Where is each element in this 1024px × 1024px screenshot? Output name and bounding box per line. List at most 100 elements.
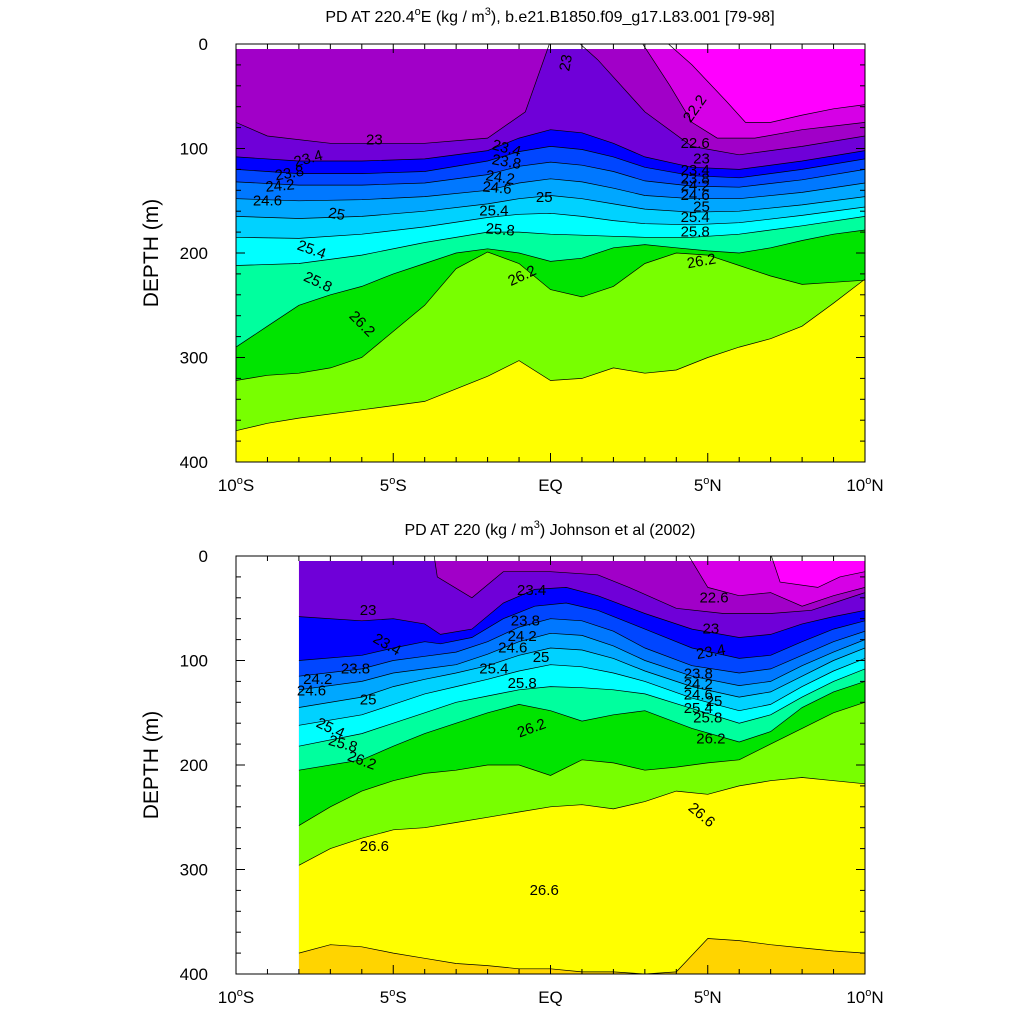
isopycnal-line bbox=[688, 556, 865, 607]
isopycnal-line bbox=[236, 251, 865, 381]
density-band bbox=[298, 777, 865, 974]
contour-label: 23.8 bbox=[491, 151, 523, 173]
axis-ticks: 0 100 200 300 400 10oS 5oS EQ 5oN 10oN bbox=[180, 35, 884, 495]
isopycnal-line bbox=[298, 668, 865, 747]
contour-label: 26.2 bbox=[696, 730, 725, 747]
isopycnal-lines bbox=[236, 44, 865, 432]
no-data-region bbox=[236, 556, 299, 974]
panel-title: PD AT 220.4oE (kg / m3), b.e21.B1850.f09… bbox=[325, 6, 774, 26]
y-tick-label: 0 bbox=[199, 35, 208, 54]
contour-label: 23 bbox=[693, 150, 710, 167]
contour-label: 22.6 bbox=[681, 135, 710, 152]
contour-label: 24.6 bbox=[253, 192, 282, 209]
contour-label: 25.4 bbox=[681, 209, 710, 226]
isopycnal-line bbox=[236, 178, 865, 202]
y-tick-label: 200 bbox=[180, 756, 208, 775]
isopycnal-line bbox=[236, 146, 865, 179]
contour-label: 24.2 bbox=[485, 167, 516, 188]
panel-model: PD AT 220.4oE (kg / m3), b.e21.B1850.f09… bbox=[140, 6, 884, 495]
contour-label: 23.8 bbox=[681, 170, 710, 187]
isopycnal-line bbox=[298, 618, 865, 677]
contour-label: 24.6 bbox=[681, 187, 710, 204]
panel-title: PD AT 220 (kg / m3) Johnson et al (2002) bbox=[404, 519, 695, 539]
y-axis-title: DEPTH (m) bbox=[140, 711, 163, 820]
isopycnal-line bbox=[236, 195, 865, 219]
contour-label: 24.2 bbox=[265, 176, 296, 195]
contour-label: 24.6 bbox=[498, 639, 527, 656]
isopycnal-line bbox=[298, 647, 865, 708]
contour-label: 23.4 bbox=[292, 147, 325, 171]
y-tick-label: 400 bbox=[180, 965, 208, 984]
y-tick-label: 300 bbox=[180, 349, 208, 368]
contour-label: 25.8 bbox=[327, 732, 360, 756]
contour-label: 23 bbox=[703, 621, 720, 638]
contour-label: 24.6 bbox=[684, 686, 713, 703]
isopycnal-line bbox=[642, 44, 865, 139]
x-tick-label: EQ bbox=[538, 476, 563, 495]
isopycnal-line bbox=[236, 229, 865, 348]
isopycnal-line bbox=[236, 206, 865, 239]
contour-label: 25.4 bbox=[684, 700, 713, 717]
isopycnal-line bbox=[236, 278, 865, 432]
contour-label: 24.6 bbox=[482, 178, 513, 197]
isopycnal-line bbox=[771, 556, 865, 588]
contour-label: 25.4 bbox=[479, 660, 508, 677]
isopycnal-lines bbox=[298, 556, 865, 974]
contour-label: 25 bbox=[360, 692, 377, 709]
contour-label: 24.6 bbox=[297, 682, 326, 699]
isopycnal-line bbox=[298, 587, 865, 638]
x-tick-label: EQ bbox=[538, 988, 563, 1007]
contour-label: 24.2 bbox=[684, 676, 713, 693]
contour-label: 24.2 bbox=[508, 628, 537, 645]
contour-label: 23 bbox=[360, 602, 377, 619]
contour-label: 25 bbox=[327, 205, 346, 225]
contour-label: 25.8 bbox=[681, 224, 710, 241]
contour-label: 24.2 bbox=[681, 178, 710, 195]
contour-label: 25 bbox=[536, 189, 553, 206]
contour-label: 23.8 bbox=[511, 612, 540, 629]
isopycnal-line bbox=[298, 701, 865, 826]
contour-label: 23 bbox=[366, 132, 383, 149]
x-tick-label: 5oN bbox=[694, 987, 722, 1007]
density-fills bbox=[236, 556, 865, 974]
y-axis-title: DEPTH (m) bbox=[140, 199, 163, 308]
axis-ticks: 0 100 200 300 400 10oS 5oS EQ 5oN 10oN bbox=[180, 547, 884, 1007]
contour-label: 26.6 bbox=[530, 882, 559, 899]
contour-label: 25 bbox=[706, 693, 723, 710]
contour-label: 23.4 bbox=[490, 137, 523, 161]
contour-label: 25.8 bbox=[485, 220, 516, 239]
contour-label: 23.4 bbox=[517, 582, 546, 599]
isopycnal-line bbox=[298, 632, 865, 691]
y-tick-label: 200 bbox=[180, 244, 208, 263]
contour-label: 25.8 bbox=[693, 709, 722, 726]
contour-label: 23.4 bbox=[695, 641, 727, 663]
isopycnal-line bbox=[433, 556, 865, 614]
x-tick-label: 10oN bbox=[846, 987, 883, 1007]
contour-label: 23.4 bbox=[681, 162, 710, 179]
isopycnal-line bbox=[667, 44, 865, 123]
contour-label: 25.4 bbox=[479, 203, 508, 220]
x-tick-label: 10oS bbox=[218, 475, 254, 495]
contour-label: 25 bbox=[693, 199, 710, 216]
density-band bbox=[236, 279, 865, 462]
isopycnal-line bbox=[236, 161, 865, 188]
contour-label: 26.6 bbox=[360, 838, 389, 855]
isopycnal-line bbox=[236, 129, 865, 170]
contour-label: 25 bbox=[533, 649, 550, 666]
contour-label: 25.8 bbox=[508, 675, 537, 692]
y-tick-label: 100 bbox=[180, 652, 208, 671]
x-tick-label: 5oN bbox=[694, 475, 722, 495]
x-tick-label: 5oS bbox=[380, 475, 407, 495]
density-fills bbox=[236, 44, 865, 462]
x-tick-label: 5oS bbox=[380, 987, 407, 1007]
isopycnal-line bbox=[298, 602, 865, 661]
isopycnal-line bbox=[298, 777, 865, 866]
y-tick-label: 300 bbox=[180, 861, 208, 880]
contour-label: 23.8 bbox=[274, 163, 306, 185]
y-tick-label: 400 bbox=[180, 453, 208, 472]
isopycnal-line bbox=[298, 681, 865, 771]
density-band bbox=[298, 938, 865, 974]
